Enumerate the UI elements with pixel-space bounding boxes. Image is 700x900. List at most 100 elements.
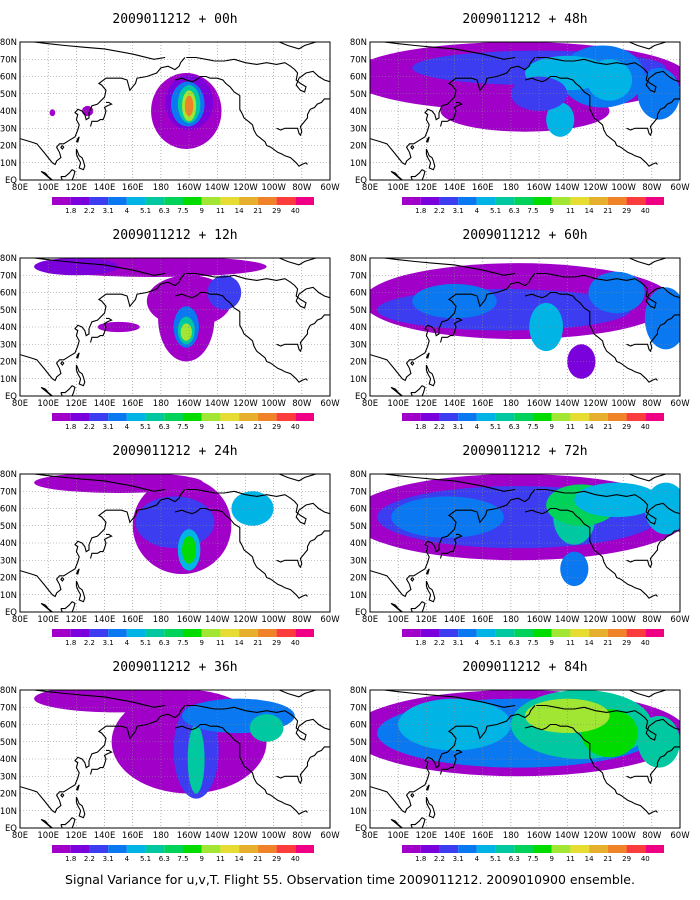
lon-tick-label: 180 bbox=[503, 183, 519, 193]
colorbar-label: 5.1 bbox=[140, 639, 151, 647]
lat-tick-label: 40N bbox=[0, 107, 17, 117]
colorbar-swatch bbox=[52, 629, 71, 637]
coastline bbox=[629, 690, 667, 698]
colorbar-label: 2.2 bbox=[84, 207, 95, 215]
coastline bbox=[410, 145, 415, 150]
coastline bbox=[536, 272, 680, 309]
variance-contour bbox=[49, 109, 56, 117]
colorbar-label: 5.1 bbox=[490, 855, 501, 863]
lat-tick-label: 60N bbox=[350, 289, 367, 299]
map-panel: 2009011212 + 72h 80E 100E 120E 140E 160E 180 16… bbox=[350, 444, 690, 647]
lon-tick-label: 80W bbox=[642, 399, 662, 409]
colorbar-swatch bbox=[239, 845, 258, 853]
coastline bbox=[174, 507, 308, 599]
coastline bbox=[384, 690, 516, 708]
colorbar-label: 14 bbox=[585, 639, 594, 647]
colorbar-label: 29 bbox=[622, 207, 631, 215]
lat-tick-label: 70N bbox=[0, 55, 17, 65]
lat-tick-label: 40N bbox=[0, 323, 17, 333]
colorbar-swatch bbox=[276, 629, 296, 637]
map-panel: 2009011212 + 12h 80E 100E 120E 140E 160E 180 16… bbox=[0, 228, 340, 431]
lat-tick-label: 80N bbox=[0, 470, 17, 480]
coastline bbox=[425, 364, 436, 387]
colorbar-label: 7.5 bbox=[177, 423, 188, 431]
colorbar: 1.8 2.2 3.1 4 5.1 6.3 7.5 9 11 14 21 29 40 bbox=[402, 197, 664, 215]
coastline bbox=[89, 533, 113, 559]
panel-title: 2009011212 + 84h bbox=[462, 660, 587, 675]
lat-tick-label: 80N bbox=[350, 470, 367, 480]
lat-tick-label: EQ bbox=[355, 176, 367, 186]
lon-tick-label: 100W bbox=[261, 831, 286, 841]
lon-tick-label: 60W bbox=[670, 615, 690, 625]
coastline bbox=[410, 600, 426, 612]
lat-tick-label: 50N bbox=[0, 90, 17, 100]
colorbar-label: 4 bbox=[125, 423, 130, 431]
lon-tick-label: 60W bbox=[670, 399, 690, 409]
colorbar-swatch bbox=[183, 845, 202, 853]
coastline bbox=[60, 384, 76, 396]
lat-tick-label: 10N bbox=[0, 159, 17, 169]
colorbar-label: 21 bbox=[253, 207, 262, 215]
lat-tick-label: 50N bbox=[350, 738, 367, 748]
lon-tick-label: 120E bbox=[66, 399, 88, 409]
lon-tick-label: 100W bbox=[261, 183, 286, 193]
colorbar-swatch bbox=[439, 629, 459, 637]
coastline bbox=[390, 818, 404, 828]
colorbar-swatch bbox=[145, 197, 165, 205]
map-grid bbox=[20, 258, 330, 396]
lon-tick-label: 100W bbox=[611, 183, 636, 193]
lon-tick-label: 160E bbox=[122, 615, 144, 625]
colorbar: 1.8 2.2 3.1 4 5.1 6.3 7.5 9 11 14 21 29 40 bbox=[52, 413, 314, 431]
lon-tick-label: 160E bbox=[472, 831, 494, 841]
colorbar-swatch bbox=[126, 413, 146, 421]
colorbar-label: 4 bbox=[125, 207, 130, 215]
colorbar-label: 6.3 bbox=[159, 855, 170, 863]
colorbar-label: 9 bbox=[549, 207, 553, 215]
colorbar-label: 3.1 bbox=[453, 207, 464, 215]
colorbar-swatch bbox=[495, 197, 515, 205]
colorbar-swatch bbox=[476, 413, 496, 421]
colorbar-label: 1.8 bbox=[65, 639, 76, 647]
panel-title: 2009011212 + 72h bbox=[462, 444, 587, 459]
map-panel: 2009011212 + 48h 80E 100E 120E 140E 160E 180 16… bbox=[350, 12, 690, 215]
lat-tick-label: 10N bbox=[350, 591, 367, 601]
lon-tick-label: 100E bbox=[37, 831, 59, 841]
lon-tick-label: 160E bbox=[122, 399, 144, 409]
panel-title: 2009011212 + 00h bbox=[112, 12, 237, 27]
lon-tick-label: 60W bbox=[670, 831, 690, 841]
coastline bbox=[370, 705, 536, 814]
coastline bbox=[40, 170, 54, 180]
coastline bbox=[425, 796, 436, 819]
colorbar-label: 21 bbox=[603, 855, 612, 863]
variance-contour bbox=[34, 474, 204, 493]
colorbar-label: 7.5 bbox=[527, 207, 538, 215]
coastline bbox=[384, 258, 516, 276]
lat-tick-label: 20N bbox=[0, 790, 17, 800]
colorbar: 1.8 2.2 3.1 4 5.1 6.3 7.5 9 11 14 21 29 40 bbox=[52, 845, 314, 863]
coastline bbox=[439, 101, 463, 127]
lon-tick-label: 120W bbox=[233, 399, 258, 409]
lon-tick-label: 100E bbox=[37, 399, 59, 409]
colorbar-label: 3.1 bbox=[103, 855, 114, 863]
colorbar-label: 9 bbox=[199, 423, 203, 431]
lon-tick-label: 60W bbox=[320, 399, 340, 409]
colorbar-label: 40 bbox=[641, 855, 650, 863]
colorbar-label: 29 bbox=[622, 639, 631, 647]
colorbar-label: 1.8 bbox=[65, 855, 76, 863]
figure-caption: Signal Variance for u,v,T. Flight 55. Ob… bbox=[65, 872, 635, 887]
lat-tick-label: 50N bbox=[350, 522, 367, 532]
colorbar-label: 6.3 bbox=[159, 639, 170, 647]
map-panel: 2009011212 + 60h 80E 100E 120E 140E 160E 180 16… bbox=[350, 228, 690, 431]
lon-tick-label: 160W bbox=[527, 399, 552, 409]
colorbar-label: 2.2 bbox=[84, 855, 95, 863]
colorbar-swatch bbox=[126, 845, 146, 853]
coastline bbox=[410, 793, 415, 798]
lon-tick-label: 140W bbox=[205, 183, 230, 193]
colorbar-label: 3.1 bbox=[103, 639, 114, 647]
colorbar-swatch bbox=[420, 413, 440, 421]
colorbar-label: 4 bbox=[475, 639, 480, 647]
coastline bbox=[174, 723, 308, 815]
lon-tick-label: 80E bbox=[12, 399, 28, 409]
colorbar-swatch bbox=[220, 845, 240, 853]
